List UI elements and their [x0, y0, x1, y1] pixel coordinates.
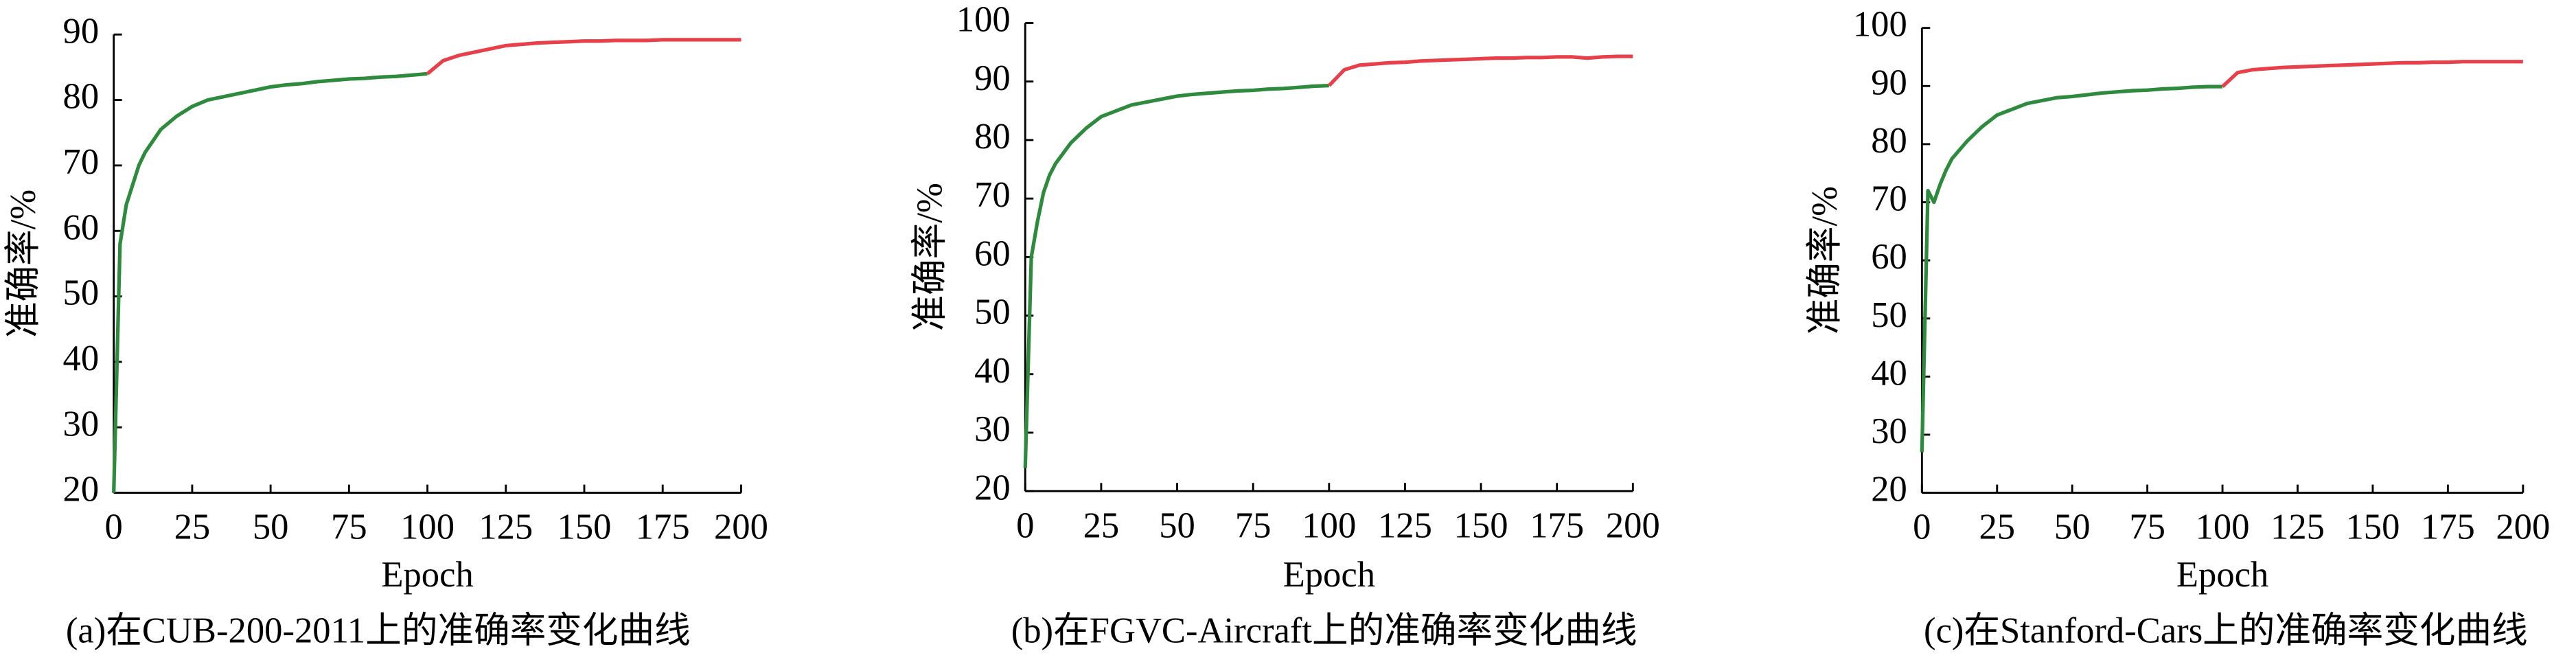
- y-tick-label: 30: [63, 404, 100, 444]
- y-tick-label: 40: [1871, 353, 1907, 393]
- x-tick-label: 125: [1378, 505, 1432, 545]
- x-tick-label: 150: [1454, 505, 1508, 545]
- x-tick-label: 200: [1606, 505, 1660, 545]
- y-tick-label: 70: [974, 175, 1011, 215]
- y-tick-label: 40: [63, 339, 100, 378]
- x-tick-label: 75: [1235, 505, 1272, 545]
- y-tick-label: 50: [1871, 295, 1907, 335]
- x-tick-label: 100: [2196, 507, 2250, 547]
- caption: (c)在Stanford-Cars上的准确率变化曲线: [1924, 610, 2528, 650]
- x-tick-label: 50: [253, 507, 289, 547]
- y-tick-label: 20: [1871, 470, 1907, 510]
- y-tick-label: 80: [974, 117, 1011, 157]
- y-tick-label: 60: [63, 207, 100, 247]
- x-tick-label: 25: [1083, 505, 1120, 545]
- y-tick-label: 60: [974, 233, 1011, 273]
- y-tick-label: 90: [1871, 62, 1907, 102]
- x-tick-label: 50: [1159, 505, 1195, 545]
- x-tick-label: 75: [331, 507, 367, 547]
- y-tick-label: 30: [974, 409, 1011, 449]
- y-tick-label: 70: [1871, 179, 1907, 219]
- x-tick-label: 200: [714, 507, 768, 547]
- x-tick-label: 0: [1913, 507, 1931, 547]
- y-tick-label: 100: [1853, 5, 1907, 45]
- caption: (a)在CUB-200-2011上的准确率变化曲线: [66, 610, 691, 650]
- x-tick-label: 200: [2496, 507, 2550, 547]
- data-line: [1023, 84, 1329, 468]
- x-tick-label: 75: [2129, 507, 2165, 547]
- y-tick-label: 50: [974, 293, 1011, 332]
- y-tick-label: 20: [974, 468, 1011, 507]
- data-line: [426, 38, 741, 76]
- y-tick-label: 90: [974, 58, 1011, 98]
- data-line: [2221, 60, 2523, 89]
- data-line: [112, 71, 428, 493]
- x-tick-label: 25: [174, 507, 211, 547]
- x-tick-label: 0: [105, 507, 123, 547]
- x-tick-label: 50: [2054, 507, 2091, 547]
- x-tick-label: 100: [400, 507, 455, 547]
- x-tick-label: 0: [1016, 505, 1034, 545]
- x-tick-label: 25: [1979, 507, 2015, 547]
- x-tick-label: 125: [479, 507, 533, 547]
- y-tick-label: 20: [63, 470, 100, 510]
- caption: (b)在FGVC-Aircraft上的准确率变化曲线: [1011, 610, 1637, 650]
- y-tick-label: 80: [1871, 121, 1907, 161]
- y-axis-label: 准确率/%: [910, 183, 950, 331]
- y-tick-label: 90: [63, 11, 100, 51]
- data-line: [1327, 54, 1633, 87]
- x-axis-label: Epoch: [2176, 555, 2268, 595]
- x-axis-label: Epoch: [1283, 555, 1375, 595]
- x-tick-label: 150: [2345, 507, 2400, 547]
- x-tick-label: 100: [1302, 505, 1356, 545]
- y-tick-label: 30: [1871, 411, 1907, 451]
- y-tick-label: 100: [956, 0, 1011, 40]
- y-tick-label: 40: [974, 351, 1011, 391]
- y-tick-label: 60: [1871, 237, 1907, 277]
- y-tick-label: 70: [63, 142, 100, 182]
- y-axis-label: 准确率/%: [3, 190, 43, 338]
- y-axis-label: 准确率/%: [1805, 186, 1845, 334]
- x-axis-label: Epoch: [381, 555, 473, 595]
- x-tick-label: 150: [557, 507, 612, 547]
- x-tick-label: 125: [2270, 507, 2325, 547]
- x-tick-label: 175: [2421, 507, 2475, 547]
- x-tick-label: 175: [1530, 505, 1584, 545]
- x-tick-label: 175: [636, 507, 690, 547]
- y-tick-label: 80: [63, 77, 100, 117]
- y-tick-label: 50: [63, 273, 100, 313]
- data-line: [1920, 84, 2223, 453]
